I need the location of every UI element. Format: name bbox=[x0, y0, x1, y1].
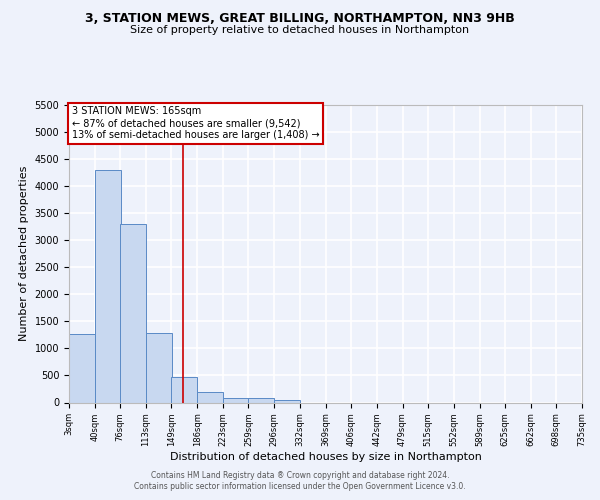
Bar bbox=[146, 334, 172, 402]
Bar bbox=[223, 398, 249, 402]
Text: 3, STATION MEWS, GREAT BILLING, NORTHAMPTON, NN3 9HB: 3, STATION MEWS, GREAT BILLING, NORTHAMP… bbox=[85, 12, 515, 26]
Bar bbox=[69, 334, 95, 402]
X-axis label: Distribution of detached houses by size in Northampton: Distribution of detached houses by size … bbox=[170, 452, 481, 462]
Text: 3 STATION MEWS: 165sqm
← 87% of detached houses are smaller (9,542)
13% of semi-: 3 STATION MEWS: 165sqm ← 87% of detached… bbox=[71, 106, 319, 140]
Bar bbox=[120, 224, 146, 402]
Text: Contains public sector information licensed under the Open Government Licence v3: Contains public sector information licen… bbox=[134, 482, 466, 491]
Y-axis label: Number of detached properties: Number of detached properties bbox=[19, 166, 29, 342]
Text: Contains HM Land Registry data ® Crown copyright and database right 2024.: Contains HM Land Registry data ® Crown c… bbox=[151, 471, 449, 480]
Bar bbox=[274, 400, 300, 402]
Bar bbox=[95, 170, 121, 402]
Bar bbox=[172, 377, 197, 402]
Bar bbox=[197, 392, 223, 402]
Bar bbox=[248, 398, 274, 402]
Text: Size of property relative to detached houses in Northampton: Size of property relative to detached ho… bbox=[130, 25, 470, 35]
